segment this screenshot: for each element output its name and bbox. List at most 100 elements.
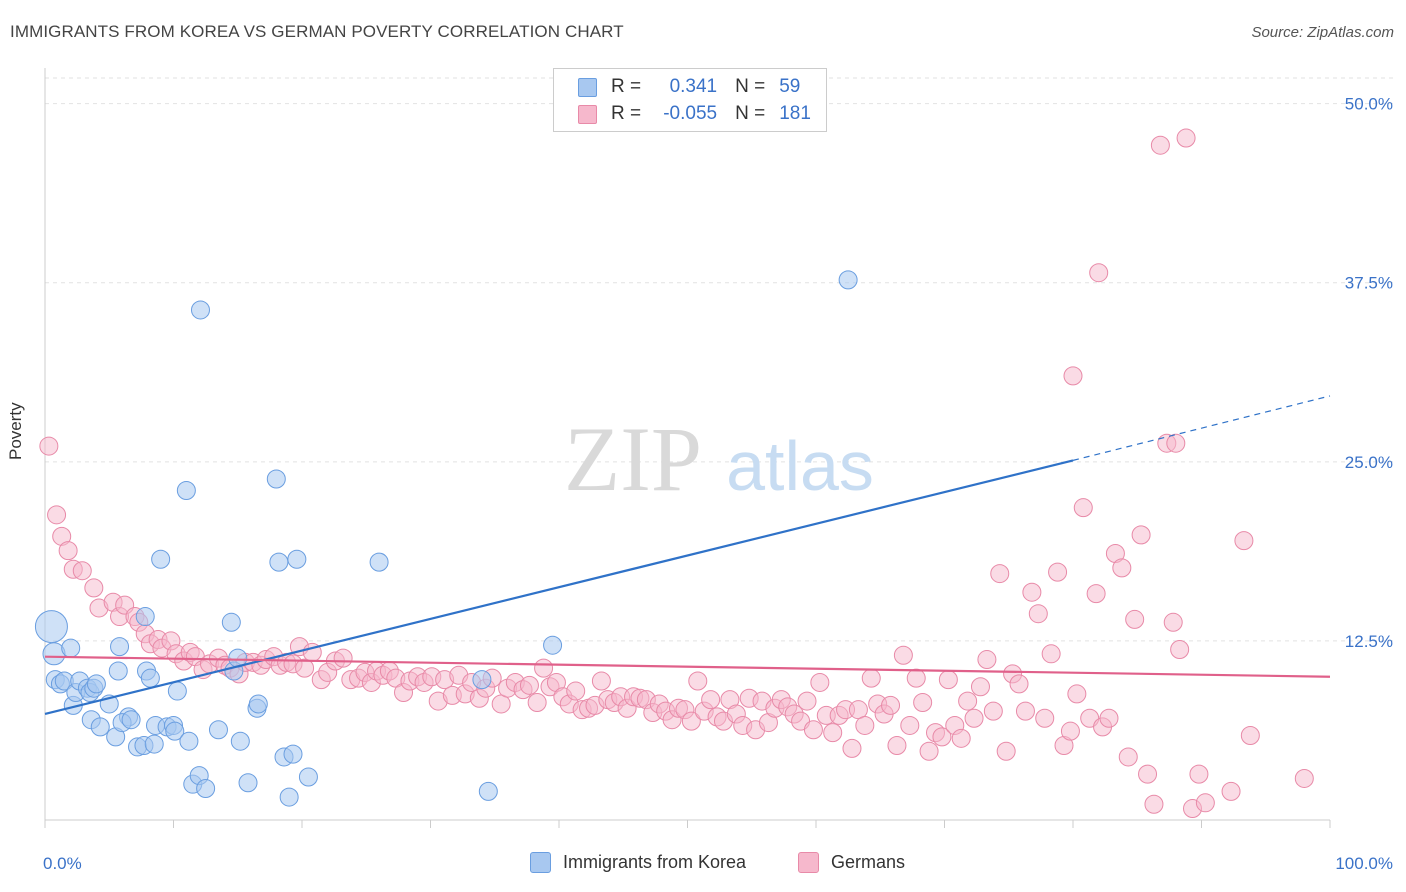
germans-point <box>1099 708 1119 728</box>
legend-n-label: N = <box>735 103 766 124</box>
germans-point <box>527 693 547 713</box>
legend-r-value: 0.341 <box>669 76 718 97</box>
germans-point <box>1195 793 1215 813</box>
korea-point <box>478 781 498 801</box>
germans-point <box>1063 366 1083 386</box>
germans-point <box>47 505 67 525</box>
korea-point <box>369 552 389 572</box>
grid-lines <box>45 77 1395 642</box>
bottom-legend-label: Germans <box>831 852 906 872</box>
germans-swatch <box>578 104 597 124</box>
germans-point <box>566 681 586 701</box>
germans-point <box>906 668 926 688</box>
korea-point <box>208 720 228 740</box>
germans-point <box>681 711 701 731</box>
korea-point <box>298 767 318 787</box>
korea-point <box>266 469 286 489</box>
germans-point <box>913 693 933 713</box>
korea-point <box>135 607 155 627</box>
watermark: ZIP atlas <box>564 408 874 510</box>
germans-point <box>977 650 997 670</box>
germans-point <box>1015 701 1035 721</box>
germans-point <box>1176 128 1196 148</box>
legend-row-korea: R = 0.341 N = 59 <box>578 76 800 98</box>
korea-point <box>248 694 268 714</box>
korea-point <box>279 787 299 807</box>
germans-point <box>701 690 721 710</box>
germans-point <box>1138 764 1158 784</box>
germans-point <box>1067 684 1087 704</box>
germans-point <box>591 671 611 691</box>
korea-point <box>151 549 171 569</box>
germans-point <box>1112 558 1132 578</box>
korea-point <box>140 668 160 688</box>
germans-point <box>84 578 104 598</box>
germans-point <box>893 645 913 665</box>
watermark-atlas: atlas <box>726 427 874 505</box>
korea-points <box>34 270 858 807</box>
germans-point <box>1060 721 1080 741</box>
germans-point <box>996 741 1016 761</box>
germans-point <box>797 691 817 711</box>
korea-trend-extension <box>1072 395 1331 461</box>
germans-point <box>983 701 1003 721</box>
germans-point <box>951 728 971 748</box>
korea-point <box>144 734 164 754</box>
germans-point <box>1131 525 1151 545</box>
germans-point <box>958 691 978 711</box>
x-tick-label: 0.0% <box>43 854 82 873</box>
germans-point <box>964 708 984 728</box>
korea-swatch <box>578 77 597 97</box>
korea-point <box>90 717 110 737</box>
y-tick-label: 37.5% <box>1345 274 1393 293</box>
legend-r-label: R = <box>611 103 642 124</box>
legend-row-germans: R = -0.055 N = 181 <box>578 103 811 125</box>
watermark-zip: ZIP <box>564 408 702 510</box>
korea-point <box>165 721 185 741</box>
germans-point <box>938 670 958 690</box>
legend-r-value: -0.055 <box>663 103 718 124</box>
germans-point <box>881 695 901 715</box>
germans-point <box>932 727 952 747</box>
korea-point <box>238 773 258 793</box>
legend-n-label: N = <box>735 76 766 97</box>
x-tick-label: 100.0% <box>1335 854 1393 873</box>
germans-point <box>1118 747 1138 767</box>
germans-point <box>823 723 843 743</box>
germans-point <box>1294 768 1314 788</box>
korea-point <box>196 778 216 798</box>
germans-point <box>855 715 875 735</box>
germans-point <box>1166 433 1186 453</box>
tick-labels: 12.5% 25.0% 37.5% 50.0% 0.0% 100.0% <box>43 95 1393 873</box>
germans-point <box>887 736 907 755</box>
germans-swatch <box>798 852 819 873</box>
germans-point <box>295 658 315 678</box>
korea-point <box>230 731 250 751</box>
germans-point <box>1048 562 1068 582</box>
germans-point <box>1189 764 1209 784</box>
legend-n-value: 59 <box>779 76 801 97</box>
germans-point <box>810 672 830 692</box>
korea-trend-line <box>44 459 1074 716</box>
germans-point <box>1086 584 1106 604</box>
germans-point <box>1221 781 1241 801</box>
y-tick-label: 50.0% <box>1345 95 1393 114</box>
korea-point <box>287 549 307 569</box>
germans-point <box>39 436 59 456</box>
correlation-legend: R = 0.341 N = 59 R = -0.055 N = 181 <box>553 68 827 132</box>
bottom-legend-label: Immigrants from Korea <box>563 852 747 872</box>
korea-point <box>108 661 128 681</box>
germans-point <box>72 561 92 581</box>
germans-point <box>333 648 353 668</box>
germans-point <box>970 677 990 697</box>
y-tick-label: 12.5% <box>1345 632 1393 651</box>
germans-point <box>1125 609 1145 629</box>
germans-point <box>1170 640 1190 660</box>
korea-point <box>61 638 81 658</box>
germans-point <box>1009 674 1029 694</box>
germans-point <box>534 658 554 678</box>
chart-source: Source: ZipAtlas.com <box>1251 24 1394 41</box>
korea-point <box>221 612 241 632</box>
korea-point <box>34 610 68 644</box>
germans-point <box>688 671 708 691</box>
